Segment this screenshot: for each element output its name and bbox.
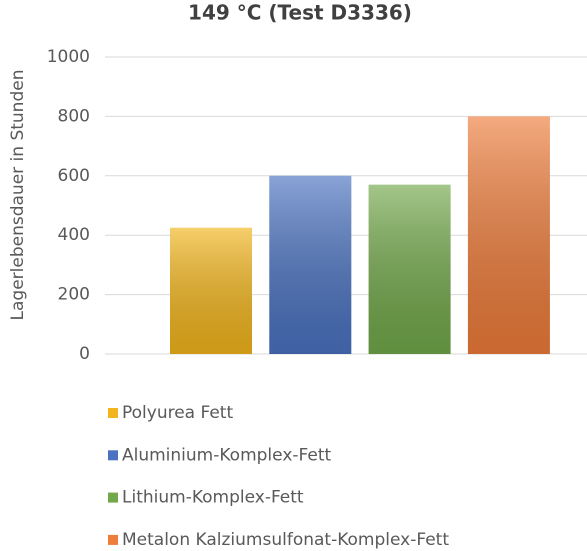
legend-marker <box>108 492 118 503</box>
legend-label: Metalon Kalziumsulfonat-Komplex-Fett <box>122 530 449 550</box>
legend-marker <box>108 408 118 418</box>
y-tick-label: 800 <box>58 106 90 126</box>
y-axis-label: Lagerlebensdauer in Stunden <box>8 70 28 321</box>
bar-shine <box>467 116 550 355</box>
y-tick-label: 1000 <box>47 47 90 67</box>
legend-label: Polyurea Fett <box>122 403 233 423</box>
legend-label: Aluminium-Komplex-Fett <box>122 445 331 465</box>
legend-label: Lithium-Komplex-Fett <box>122 488 304 508</box>
chart-title: 149 °C (Test D3336) <box>188 1 412 25</box>
legend-marker <box>108 450 118 461</box>
bar-shine <box>269 175 352 354</box>
y-tick-label: 200 <box>58 285 90 305</box>
bar-shine <box>170 227 252 354</box>
bar-shine <box>368 184 451 354</box>
y-tick-label: 0 <box>79 344 90 364</box>
legend-marker <box>108 534 118 545</box>
y-tick-label: 400 <box>58 225 90 245</box>
y-tick-label: 600 <box>58 166 90 186</box>
